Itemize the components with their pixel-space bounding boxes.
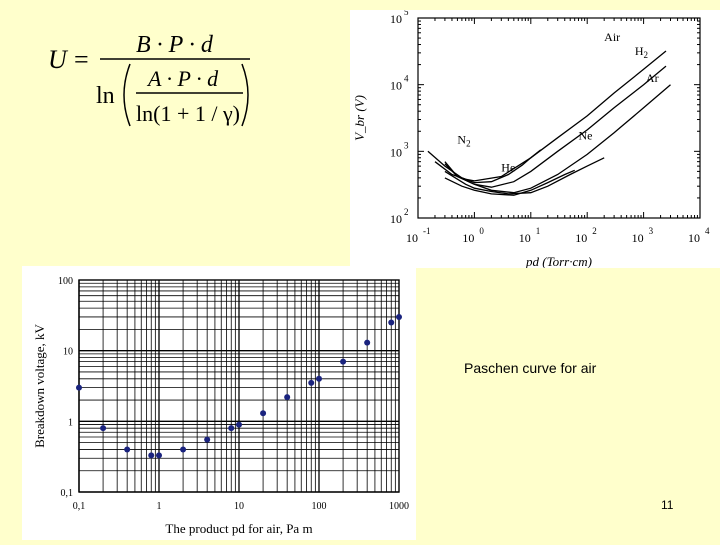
curve-label-he: He [501, 160, 515, 174]
data-point [260, 410, 267, 417]
series-line-h2 [444, 65, 667, 188]
formula-left-paren [123, 63, 131, 127]
x-tick-label-exponent: 1 [536, 226, 541, 236]
curve-label-h2: H2 [635, 44, 648, 60]
series-line-ar [444, 84, 671, 194]
data-point [76, 384, 82, 391]
paschen-gases-chart: 10 -1 10 0 10 1 10 2 10 3 10 4 10 2 10 3 10 4 10 5 pd (Torr·… [350, 7, 720, 269]
caption: Paschen curve for air [464, 360, 597, 376]
data-point [180, 446, 187, 453]
y-tick-label: 10 [390, 12, 402, 26]
y-tick-label: 10 [390, 212, 402, 226]
data-point [236, 421, 242, 428]
series-line-he [444, 169, 575, 196]
data-point [364, 339, 371, 346]
y-tick-label: 1 [68, 417, 73, 428]
data-point [316, 375, 322, 382]
data-point [124, 446, 131, 453]
formula-equals: = [74, 45, 89, 74]
curve-label-ne: Ne [578, 129, 592, 143]
formula-numerator: B · P · d [136, 32, 214, 58]
curve-label-subscript: 2 [644, 50, 649, 60]
y-axis-label: V_br (V) [352, 95, 367, 141]
curve-label-n2: N2 [457, 133, 470, 149]
formula-inner-denominator: ln(1 + 1 / γ) [136, 101, 240, 126]
curve-label-ar: Ar [646, 71, 659, 85]
slide-number: 11 [661, 498, 674, 512]
x-axis-label: pd (Torr·cm) [525, 254, 592, 268]
formula-lhs: U [48, 45, 69, 74]
x-tick-label-exponent: -1 [423, 226, 431, 236]
x-tick-label: 10 [234, 501, 244, 512]
y-tick-label: 100 [58, 276, 73, 287]
paschen-gases-svg: 10 -1 10 0 10 1 10 2 10 3 10 410 210 310 410 5pd (Torr·… [352, 7, 710, 269]
y-axis-label: Breakdown voltage, kV [32, 323, 47, 447]
x-tick-label: 10 [575, 231, 587, 245]
y-tick-label: 0,1 [61, 488, 74, 499]
series-line-ne [444, 157, 605, 195]
x-tick-label-exponent: 2 [592, 226, 597, 236]
data-point [284, 394, 291, 401]
y-tick-label: 10 [63, 347, 73, 358]
formula-inner-numerator: A · P · d [146, 66, 219, 91]
x-tick-label: 100 [312, 501, 327, 512]
data-point [396, 313, 402, 320]
x-tick-label: 10 [406, 231, 418, 245]
x-tick-label: 0,1 [73, 501, 86, 512]
series-line-air [434, 50, 667, 182]
formula-right-paren [241, 63, 249, 127]
x-tick-label: 1 [157, 501, 162, 512]
data-point [340, 358, 347, 365]
series-line-n2 [427, 149, 542, 184]
y-tick-label: 10 [390, 145, 402, 159]
x-tick-label-exponent: 4 [705, 226, 710, 236]
curve-label-air: Air [604, 30, 620, 44]
formula-ln: ln [96, 83, 115, 109]
y-tick-label-exponent: 5 [404, 10, 409, 17]
x-tick-label: 10 [632, 231, 644, 245]
x-tick-label: 10 [519, 231, 531, 245]
plot-frame [417, 17, 701, 219]
data-point [388, 319, 395, 326]
data-point [308, 379, 315, 386]
data-point [100, 425, 107, 432]
data-point [148, 452, 155, 459]
x-tick-label-exponent: 0 [479, 226, 484, 236]
curve-label-subscript: 2 [466, 139, 471, 149]
y-tick-label-exponent: 4 [404, 74, 409, 84]
y-tick-label-exponent: 2 [404, 207, 409, 217]
data-point [204, 436, 211, 443]
data-point [156, 452, 162, 459]
x-tick-label-exponent: 3 [649, 226, 654, 236]
x-tick-label: 1000 [389, 501, 409, 512]
x-axis-label: The product pd for air, Pa m [165, 521, 312, 536]
paschen-formula: U = B · P · d ln A · P · d ln(1 + 1 / γ) [48, 32, 250, 127]
x-tick-label: 10 [688, 231, 700, 245]
y-tick-label: 10 [390, 79, 402, 93]
paschen-air-chart: 0,1 1 10 100 1000 0,1 1 10 100 The product pd for… [22, 266, 416, 540]
data-point [228, 425, 235, 432]
x-tick-label: 10 [462, 231, 474, 245]
y-tick-label-exponent: 3 [404, 140, 409, 150]
